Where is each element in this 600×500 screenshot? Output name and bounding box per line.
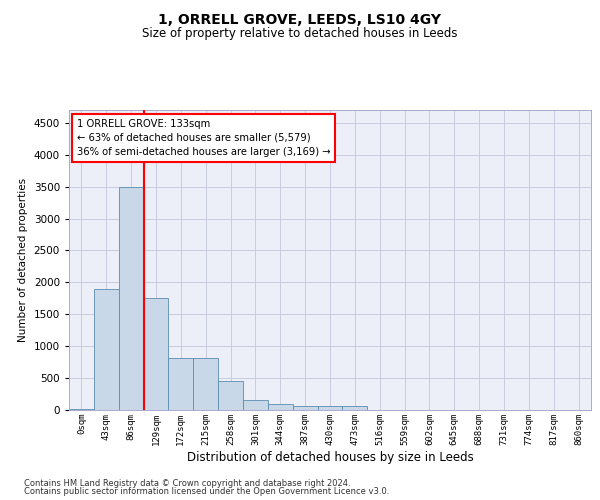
Bar [169, 358, 193, 410]
Bar [317, 406, 343, 410]
Bar [293, 406, 317, 410]
Text: Contains HM Land Registry data © Crown copyright and database right 2024.: Contains HM Land Registry data © Crown c… [24, 478, 350, 488]
Bar [119, 186, 143, 410]
Bar [143, 298, 169, 410]
Bar [94, 288, 119, 410]
Y-axis label: Number of detached properties: Number of detached properties [18, 178, 28, 342]
Bar [243, 400, 268, 410]
Text: 1 ORRELL GROVE: 133sqm
← 63% of detached houses are smaller (5,579)
36% of semi-: 1 ORRELL GROVE: 133sqm ← 63% of detached… [77, 119, 331, 157]
Bar [218, 382, 243, 410]
Bar [343, 406, 367, 410]
X-axis label: Distribution of detached houses by size in Leeds: Distribution of detached houses by size … [187, 450, 473, 464]
Text: Size of property relative to detached houses in Leeds: Size of property relative to detached ho… [142, 28, 458, 40]
Text: 1, ORRELL GROVE, LEEDS, LS10 4GY: 1, ORRELL GROVE, LEEDS, LS10 4GY [158, 12, 442, 26]
Bar [193, 358, 218, 410]
Text: Contains public sector information licensed under the Open Government Licence v3: Contains public sector information licen… [24, 487, 389, 496]
Bar [268, 404, 293, 410]
